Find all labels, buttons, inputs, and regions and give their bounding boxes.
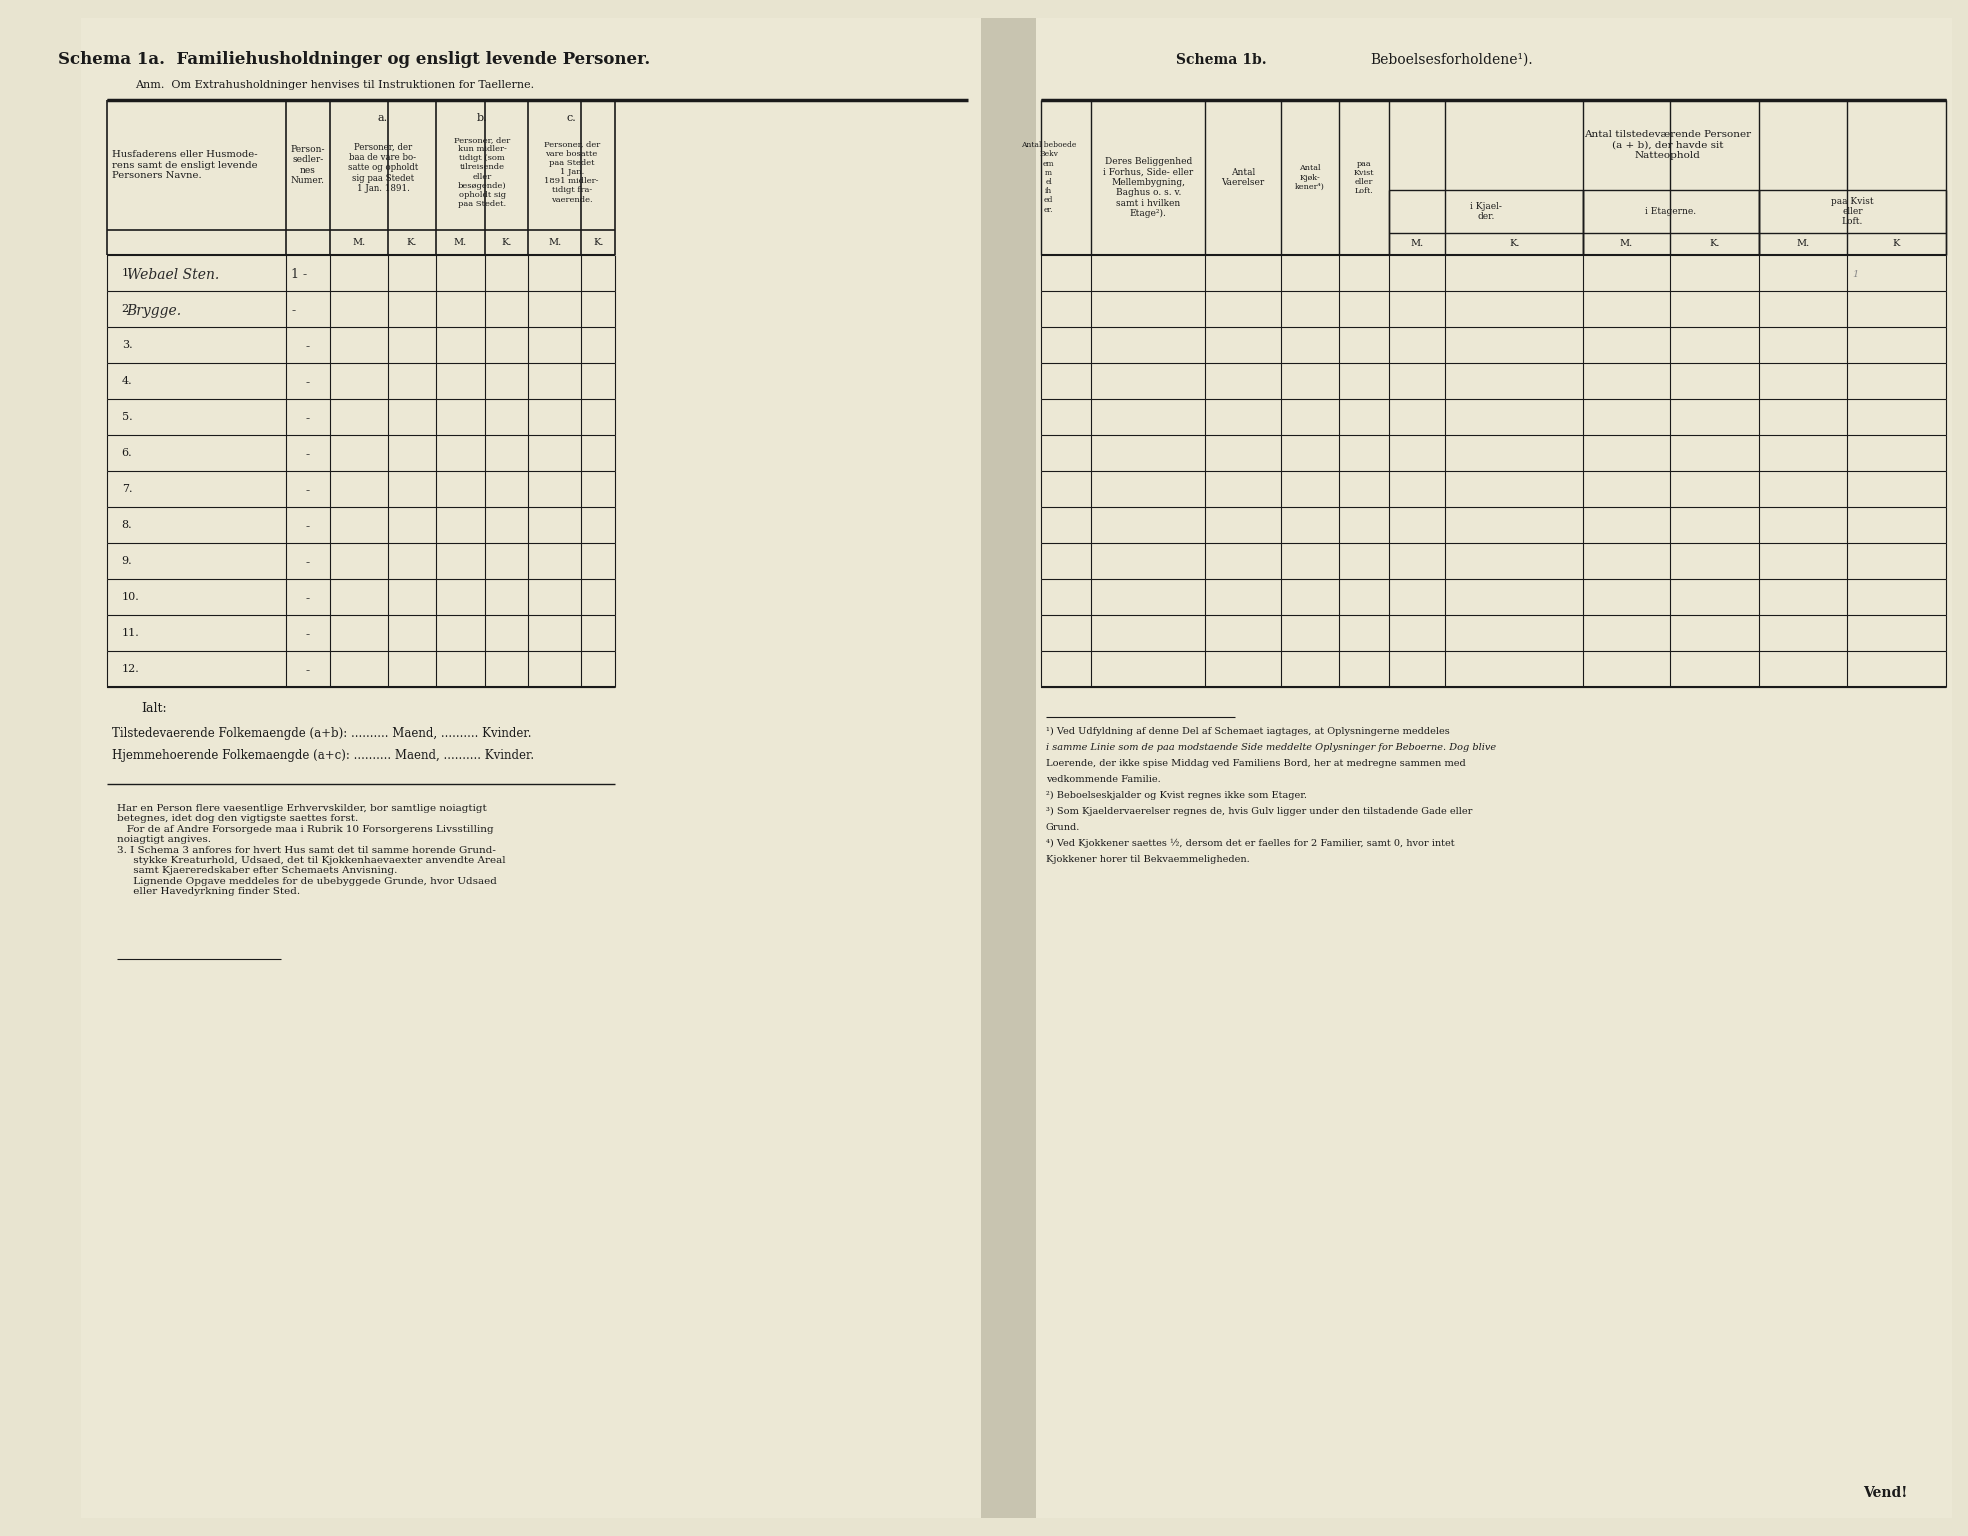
Text: Anm.  Om Extrahusholdninger henvises til Instruktionen for Taellerne.: Anm. Om Extrahusholdninger henvises til … [136, 80, 533, 91]
Text: c.: c. [567, 114, 577, 123]
Text: K.: K. [592, 238, 604, 247]
Text: -: - [305, 628, 311, 642]
Text: 5.: 5. [122, 412, 132, 422]
Text: -: - [305, 556, 311, 570]
Text: Personer, der
kun midler-
tidigt (som
tilreisende
eller
besøgende)
opholdt sig
p: Personer, der kun midler- tidigt (som ti… [455, 135, 510, 209]
Text: 1: 1 [1852, 270, 1858, 280]
Text: Ialt:: Ialt: [142, 702, 167, 716]
Text: Vend!: Vend! [1862, 1485, 1907, 1501]
Text: b.: b. [476, 114, 488, 123]
Text: 2.: 2. [122, 304, 132, 313]
Text: Personer, der
baa de vare bo-
satte og opholdt
sig paa Stedet
1 Jan. 1891.: Personer, der baa de vare bo- satte og o… [348, 143, 417, 194]
Text: Antal tilstedeværende Personer
(a + b), der havde sit
Natteophold: Antal tilstedeværende Personer (a + b), … [1584, 131, 1752, 160]
Text: M.: M. [1620, 240, 1633, 249]
Text: a.: a. [378, 114, 388, 123]
Bar [980, 18, 1035, 1518]
Text: Antal
Vaerelser: Antal Vaerelser [1222, 167, 1265, 187]
Text: K: K [1893, 240, 1899, 249]
Text: K.: K. [502, 238, 512, 247]
Text: -: - [291, 304, 295, 318]
Text: Webael Sten.: Webael Sten. [126, 267, 218, 281]
Text: 12.: 12. [122, 664, 140, 674]
Text: Personer, der
vare bosatte
paa Stedet
1 Jan.
1891 midler-
tidigt fra-
vaerende.: Personer, der vare bosatte paa Stedet 1 … [543, 140, 600, 204]
Text: ²) Beboelseskjalder og Kvist regnes ikke som Etager.: ²) Beboelseskjalder og Kvist regnes ikke… [1045, 791, 1307, 800]
Text: i Kjael-
der.: i Kjael- der. [1470, 201, 1502, 221]
Text: -: - [305, 484, 311, 498]
Text: Brygge.: Brygge. [126, 304, 181, 318]
Text: 7.: 7. [122, 484, 132, 495]
Text: Husfaderens eller Husmode-
rens samt de ensligt levende
Personers Navne.: Husfaderens eller Husmode- rens samt de … [112, 151, 258, 180]
Text: 8.: 8. [122, 521, 132, 530]
Text: 4.: 4. [122, 376, 132, 386]
Text: Hjemmehoerende Folkemaengde (a+c): .......... Maend, .......... Kvinder.: Hjemmehoerende Folkemaengde (a+c): .....… [112, 750, 533, 762]
Text: -: - [305, 521, 311, 533]
Text: Loerende, der ikke spise Middag ved Familiens Bord, her at medregne sammen med: Loerende, der ikke spise Middag ved Fami… [1045, 759, 1466, 768]
Text: Schema 1a.  Familiehusholdninger og ensligt levende Personer.: Schema 1a. Familiehusholdninger og ensli… [57, 52, 649, 69]
Text: -: - [305, 593, 311, 605]
Text: M.: M. [549, 238, 561, 247]
Text: Tilstedevaerende Folkemaengde (a+b): .......... Maend, .......... Kvinder.: Tilstedevaerende Folkemaengde (a+b): ...… [112, 727, 531, 740]
Text: -: - [305, 664, 311, 677]
Text: Har en Person flere vaesentlige Erhvervskilder, bor samtlige noiagtigt
betegnes,: Har en Person flere vaesentlige Erhvervs… [116, 803, 506, 895]
Text: paa Kvist
eller
Loft.: paa Kvist eller Loft. [1830, 197, 1874, 226]
Text: ⁴) Ved Kjokkener saettes ½, dersom det er faelles for 2 Familier, samt 0, hvor i: ⁴) Ved Kjokkener saettes ½, dersom det e… [1045, 839, 1454, 848]
Text: Antal beboede
Bekv
em
m
el
ih
ed
er.: Antal beboede Bekv em m el ih ed er. [1021, 141, 1076, 214]
Text: Beboelsesforholdene¹).: Beboelsesforholdene¹). [1370, 54, 1533, 68]
Text: -: - [305, 341, 311, 353]
Text: Deres Beliggenhed
i Forhus, Side- eller
Mellembygning,
Baghus o. s. v.
samt i hv: Deres Beliggenhed i Forhus, Side- eller … [1104, 157, 1193, 218]
Text: Grund.: Grund. [1045, 823, 1080, 833]
Text: 10.: 10. [122, 591, 140, 602]
Bar [81, 18, 980, 1518]
Text: 1 -: 1 - [291, 269, 307, 281]
Text: ³) Som Kjaeldervaerelser regnes de, hvis Gulv ligger under den tilstadende Gade : ³) Som Kjaeldervaerelser regnes de, hvis… [1045, 806, 1472, 816]
Text: Schema 1b.: Schema 1b. [1177, 54, 1267, 68]
Text: Antal
Kjøk-
kener⁴): Antal Kjøk- kener⁴) [1295, 164, 1324, 190]
Text: i samme Linie som de paa modstaende Side meddelte Oplysninger for Beboerne. Dog : i samme Linie som de paa modstaende Side… [1045, 743, 1496, 753]
Text: Kjokkener horer til Bekvaemmeligheden.: Kjokkener horer til Bekvaemmeligheden. [1045, 856, 1250, 863]
Text: Person-
sedler-
nes
Numer.: Person- sedler- nes Numer. [291, 144, 325, 186]
Text: 1.: 1. [122, 267, 132, 278]
Text: 9.: 9. [122, 556, 132, 565]
Text: 3.: 3. [122, 339, 132, 350]
Text: K.: K. [1710, 240, 1720, 249]
Text: vedkommende Familie.: vedkommende Familie. [1045, 776, 1161, 783]
Text: K.: K. [1509, 240, 1519, 249]
Text: M.: M. [1797, 240, 1811, 249]
Text: paa
Kvist
eller
Loft.: paa Kvist eller Loft. [1354, 160, 1374, 195]
Text: 11.: 11. [122, 628, 140, 637]
Text: M.: M. [1411, 240, 1425, 249]
Bar [1035, 18, 1952, 1518]
Text: M.: M. [352, 238, 366, 247]
Text: K.: K. [407, 238, 417, 247]
Text: -: - [305, 412, 311, 425]
Text: 6.: 6. [122, 449, 132, 458]
Text: M.: M. [455, 238, 466, 247]
Text: ¹) Ved Udfyldning af denne Del af Schemaet iagtages, at Oplysningerne meddeles: ¹) Ved Udfyldning af denne Del af Schema… [1045, 727, 1450, 736]
Text: -: - [305, 449, 311, 461]
Text: i Etagerne.: i Etagerne. [1645, 207, 1696, 217]
Text: -: - [305, 376, 311, 389]
